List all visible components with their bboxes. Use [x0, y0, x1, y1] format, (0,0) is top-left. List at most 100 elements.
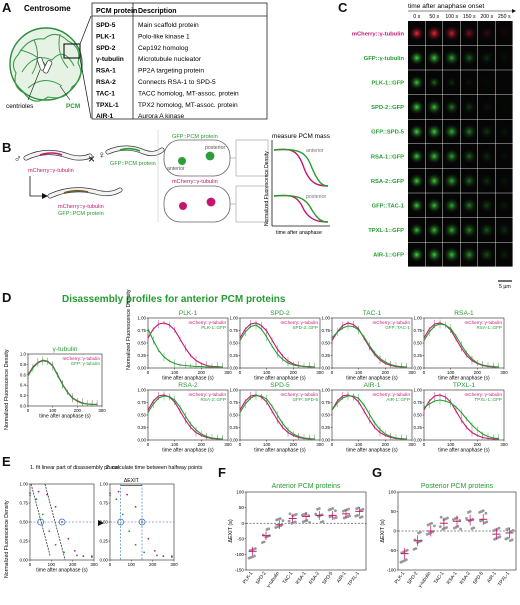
- category-label: RSA-1: [446, 570, 459, 585]
- y-tick-label: 0.50: [229, 413, 238, 418]
- chart-title: SPD-2: [270, 310, 290, 317]
- x-tick-label: 200: [198, 370, 206, 375]
- chart-title: AIR-1: [364, 382, 381, 389]
- centrosome-signal: [496, 246, 513, 263]
- data-point: [314, 512, 318, 516]
- x-tick-label: 0: [147, 442, 150, 447]
- table-cell-protein: RSA-1: [96, 68, 116, 75]
- centrosome-signal: [461, 197, 478, 214]
- curve-posterior-label: posterior: [306, 194, 326, 200]
- panel-label-d: D: [2, 290, 11, 305]
- plot-frame: [147, 317, 229, 369]
- x-tick-label: 0: [147, 370, 150, 375]
- y-tick-label: 0.25: [137, 353, 146, 358]
- schematic-ylabel: Normalized Fluorescence Density: [264, 151, 270, 226]
- x-tick-label: 300: [224, 442, 232, 447]
- y-tick-label: 0.75: [229, 328, 238, 333]
- centrosome-signal: [409, 197, 425, 214]
- x-tick-label: 0: [29, 562, 32, 567]
- data-point: [432, 524, 436, 528]
- x-axis-label: time after anaphase (s): [438, 448, 490, 454]
- data-point: [76, 554, 78, 557]
- table-cell-description: Cep192 homolog: [138, 45, 189, 52]
- cross-symbol: ×: [88, 152, 95, 166]
- centrosome-signal: [443, 197, 461, 214]
- x-tick-label: 300: [408, 442, 416, 447]
- y-tick-label: 0.50: [99, 520, 108, 525]
- table-cell-description: Aurora A kinase: [138, 113, 185, 120]
- data-point: [404, 558, 408, 562]
- data-point: [109, 492, 111, 495]
- centrosome-signal: [462, 99, 477, 115]
- y-tick-label: 0.25: [321, 353, 330, 358]
- category-label: SPD-2: [255, 570, 268, 585]
- legend-entry: mCherry::γ-tubulin: [464, 392, 502, 397]
- panel-label-e: E: [2, 454, 11, 469]
- y-tick-label: 0.50: [137, 413, 146, 418]
- series-line: [423, 323, 499, 368]
- data-point: [405, 548, 409, 552]
- x-axis-label: time after anaphase (s): [162, 448, 214, 454]
- x-tick-label: 200: [474, 442, 482, 447]
- centrosome-signal: [479, 75, 494, 90]
- dot-plot: Anterior PCM proteins -150 -100 -50 0 50 100 ΔE…: [228, 483, 367, 589]
- centrosome-signal: [409, 74, 425, 91]
- y-tick-label: 0.75: [229, 400, 238, 405]
- panel-label-g: G: [372, 465, 382, 480]
- table-cell-description: Main scaffold protein: [138, 22, 199, 29]
- y-tick-label: 0.75: [99, 501, 108, 506]
- chart-title: Anterior PCM proteins: [272, 483, 341, 490]
- data-point: [143, 551, 146, 554]
- series-line: [27, 360, 98, 405]
- data-point: [156, 554, 158, 557]
- anterior-label: anterior: [167, 166, 185, 172]
- panel-label-f: F: [218, 465, 226, 480]
- line-chart: 0.00 0.25 0.50 0.75 1.00 0 100 200 300 ΔEXIT: [99, 478, 178, 567]
- y-axis-label: ΔEXIT (s): [228, 519, 234, 542]
- chart-title: TAC-1: [363, 310, 382, 317]
- x-tick-label: 0: [423, 442, 426, 447]
- data-point: [82, 555, 85, 558]
- centrosome-signal: [426, 222, 443, 239]
- x-tick-label: 300: [316, 370, 324, 375]
- centrosome-signal: [496, 25, 513, 42]
- microscopy-grid: 0 s 50 s 100 s 150 s 200 s 250 smCherry::γ-tu…: [352, 14, 513, 267]
- data-point: [253, 554, 256, 558]
- legend-entry: mCherry::γ-tubulin: [188, 320, 226, 325]
- category-label: SPD-2: [406, 570, 419, 585]
- chart-title: PLK-1: [179, 310, 198, 317]
- y-tick-label: 0.25: [229, 425, 238, 430]
- fit-line: [44, 483, 66, 561]
- category-label: AIR-1: [486, 570, 498, 584]
- category-label: TAC-1: [282, 570, 295, 585]
- centrosome-signal: [462, 75, 476, 90]
- centrosome-signal: [408, 25, 425, 42]
- legend-entry: mCherry::γ-tubulin: [280, 392, 318, 397]
- data-point: [134, 543, 137, 546]
- centrosome-signal: [479, 50, 495, 66]
- y-tick-label: 1.00: [413, 316, 422, 321]
- legend-entry: PLK-1::GFP: [201, 325, 226, 330]
- legend-entry: AIR-1::GFP: [386, 397, 410, 402]
- y-tick-label: 100: [236, 490, 244, 495]
- centrosome-signal: [443, 148, 460, 165]
- centrosome-signal: [443, 24, 461, 42]
- centrosome-signal: [445, 76, 459, 89]
- series-line: [331, 395, 407, 440]
- category-label: RSA-2: [308, 570, 321, 585]
- x-tick-label: 200: [290, 370, 298, 375]
- microscopy-row-label: GFP::γ-tubulin: [364, 56, 405, 62]
- data-point: [121, 513, 124, 516]
- y-tick-label: 0.4: [20, 383, 27, 388]
- y-tick-label: 0.00: [229, 366, 238, 371]
- y-tick-label: 0.0: [20, 404, 27, 409]
- series-line: [239, 394, 315, 440]
- centrosome-illustration: [9, 15, 92, 119]
- y-tick-label: 0.50: [19, 520, 28, 525]
- y-tick-label: -150: [235, 568, 245, 573]
- centrosome-signal: [496, 50, 513, 66]
